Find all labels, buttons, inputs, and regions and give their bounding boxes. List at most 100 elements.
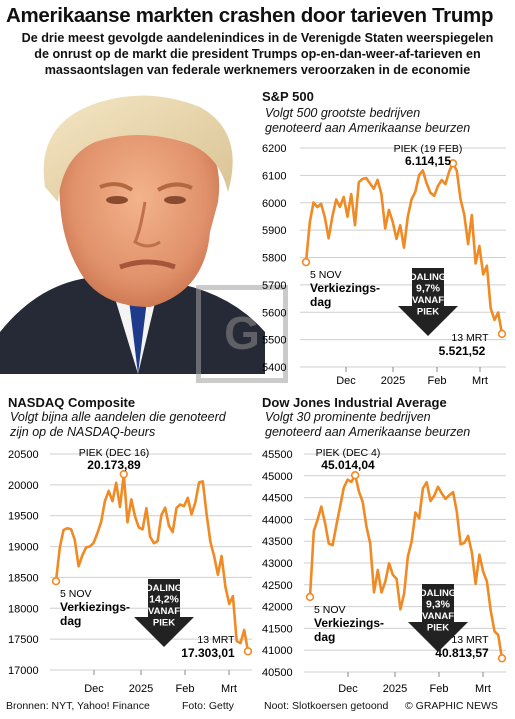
- subtitle-line: massaontslagen van federale werknemers v…: [44, 63, 471, 77]
- decline-arrow-icon: [408, 584, 468, 652]
- subtitle: De drie meest gevolgde aandelenindices i…: [0, 30, 515, 78]
- decline-label: DALING: [146, 583, 182, 594]
- decline-label: PIEK: [153, 618, 175, 629]
- election-day-label: dag: [310, 295, 331, 309]
- end-value-label: 40.813,57: [435, 646, 489, 660]
- y-tick-label: 45500: [262, 449, 293, 461]
- decline-label: DALING: [420, 588, 456, 599]
- decline-label: DALING: [410, 272, 446, 283]
- peak-date-label: PIEK (DEC 4): [316, 447, 381, 459]
- y-tick-label: 5800: [262, 253, 286, 265]
- nasdaq-description-line: zijn op de NASDAQ-beurs: [10, 425, 156, 439]
- peak-date-label: PIEK (19 FEB): [394, 143, 463, 155]
- y-tick-label: 5400: [262, 362, 286, 374]
- start-date-label: 5 NOV: [60, 588, 92, 600]
- point-marker: [301, 257, 311, 267]
- peak-value-label: 45.014,04: [321, 458, 375, 472]
- decline-label: VANAF: [412, 295, 444, 306]
- x-tick-label: Feb: [430, 683, 449, 695]
- y-tick-label: 20000: [8, 480, 39, 492]
- decline-label: PIEK: [417, 307, 439, 318]
- y-tick-label: 5500: [262, 335, 286, 347]
- main-title: Amerikaanse markten crashen door tarieve…: [6, 4, 494, 27]
- end-date-label: 13 MRT: [451, 634, 489, 646]
- dow-description-line: Volgt 30 prominente bedrijven: [265, 410, 431, 424]
- dow-title: Dow Jones Industrial Average: [262, 395, 447, 410]
- sp500-description: Volgt 500 grootste bedrijven genoteerd a…: [265, 106, 470, 136]
- point-marker: [119, 469, 128, 479]
- point-marker: [51, 576, 61, 586]
- x-tick-label: Dec: [336, 375, 356, 387]
- y-tick-label: 41000: [262, 645, 293, 657]
- nasdaq-description-line: Volgt bijna alle aandelen die genoteerd: [10, 410, 226, 424]
- decline-label: VANAF: [422, 611, 454, 622]
- point-marker: [243, 647, 253, 656]
- x-tick-label: Dec: [338, 683, 358, 695]
- sp500-title: S&P 500: [262, 89, 314, 104]
- index-series-line: [304, 162, 504, 335]
- point-marker: [350, 470, 360, 480]
- y-tick-label: 5900: [262, 225, 286, 237]
- end-value-label: 17.303,01: [181, 646, 235, 660]
- decline-label: 9,7%: [416, 283, 441, 295]
- election-day-label: Verkiezings-: [60, 600, 130, 614]
- y-tick-label: 43500: [262, 536, 293, 548]
- y-tick-label: 44000: [262, 514, 293, 526]
- end-value-label: 5.521,52: [439, 344, 486, 358]
- peak-value-label: 6.114,15: [405, 154, 451, 168]
- point-marker: [497, 329, 507, 339]
- sp500-description-line: Volgt 500 grootste bedrijven: [265, 106, 421, 120]
- y-tick-label: 17500: [8, 634, 39, 646]
- point-marker: [448, 159, 458, 168]
- peak-date-label: PIEK (DEC 16): [79, 447, 150, 459]
- decline-label: PIEK: [427, 623, 449, 634]
- nasdaq-chart: 17000 17500 18000 18500 19000 19500 20000 20500…: [8, 447, 253, 695]
- y-tick-label: 19500: [8, 511, 39, 523]
- election-day-label: Verkiezings-: [314, 616, 384, 630]
- nasdaq-title: NASDAQ Composite: [8, 395, 136, 410]
- y-tick-label: 20500: [8, 449, 39, 461]
- index-series-line: [308, 473, 504, 659]
- decline-label: VANAF: [148, 606, 180, 617]
- y-tick-label: 18500: [8, 572, 39, 584]
- subtitle-line: De drie meest gevolgde aandelenindices i…: [21, 31, 494, 45]
- y-tick-label: 17000: [8, 665, 39, 677]
- y-tick-label: 5600: [262, 307, 286, 319]
- x-tick-label: Mrt: [475, 683, 491, 695]
- index-series-line: [54, 472, 250, 652]
- dow-chart: 40500 41000 41500 42000 42500 43000 43500 44000…: [262, 447, 507, 695]
- decline-arrow-icon: [134, 579, 194, 647]
- y-tick-label: 6100: [262, 170, 286, 182]
- closing-prices-note: Noot: Slotkoersen getoond: [264, 700, 389, 712]
- sp500-description-line: genoteerd aan Amerikaanse beurzen: [265, 121, 471, 135]
- start-date-label: 5 NOV: [310, 269, 342, 281]
- y-tick-label: 44500: [262, 493, 293, 505]
- end-date-label: 13 MRT: [197, 634, 235, 646]
- y-tick-label: 19000: [8, 542, 39, 554]
- election-day-label: dag: [60, 614, 81, 628]
- x-tick-label: 2025: [381, 375, 405, 387]
- y-tick-label: 45000: [262, 471, 293, 483]
- x-tick-label: 2025: [129, 683, 153, 695]
- x-tick-label: Mrt: [472, 375, 488, 387]
- sp500-chart: 5400 5500 5600 5700 5800 5900 6000 6100 6200 Dec 2…: [262, 143, 507, 387]
- dow-description: Volgt 30 prominente bedrijven genoteerd …: [265, 410, 470, 440]
- point-marker: [305, 592, 315, 602]
- x-tick-label: Dec: [84, 683, 104, 695]
- photo-credit: Foto: Getty: [182, 700, 234, 712]
- subtitle-line: de onrust op de markt die president Trum…: [34, 47, 481, 61]
- y-tick-label: 5700: [262, 280, 286, 292]
- x-tick-label: Feb: [176, 683, 195, 695]
- dow-description-line: genoteerd aan Amerikaanse beurzen: [265, 425, 471, 439]
- start-date-label: 5 NOV: [314, 604, 346, 616]
- decline-label: 14,2%: [149, 594, 179, 606]
- election-day-label: Verkiezings-: [310, 281, 380, 295]
- y-tick-label: 18000: [8, 603, 39, 615]
- x-tick-label: Mrt: [221, 683, 237, 695]
- y-tick-label: 43000: [262, 558, 293, 570]
- peak-value-label: 20.173,89: [87, 458, 141, 472]
- y-tick-label: 42000: [262, 602, 293, 614]
- sources-note: Bronnen: NYT, Yahoo! Finance: [6, 700, 150, 712]
- y-tick-label: 42500: [262, 580, 293, 592]
- decline-arrow-icon: [398, 268, 458, 336]
